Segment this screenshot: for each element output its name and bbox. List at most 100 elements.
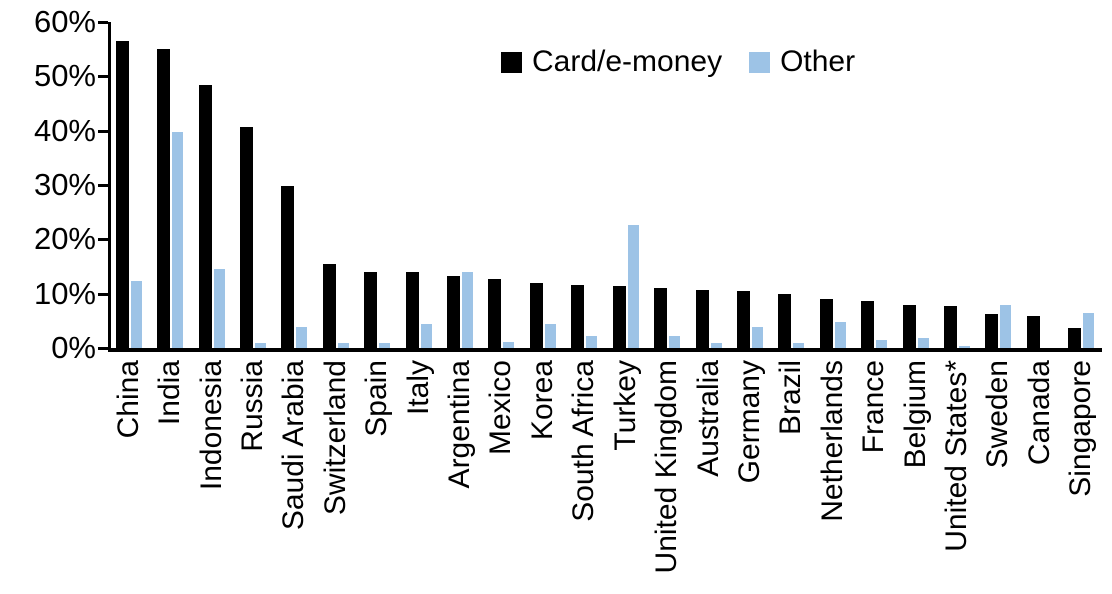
x-axis-category-label: United States* <box>940 360 974 592</box>
bar-card-emoney <box>281 186 295 348</box>
bar-card-emoney <box>488 279 502 348</box>
bar-group <box>564 22 605 348</box>
bar-other <box>420 324 432 348</box>
x-axis-category-label: Singapore <box>1064 360 1098 592</box>
x-axis-category-label: China <box>112 360 146 592</box>
bar-other <box>586 336 598 348</box>
x-axis-category-label: Sweden <box>981 360 1015 592</box>
bar-other <box>544 324 556 348</box>
bar-other <box>876 340 888 348</box>
x-axis-category-label-text: Korea <box>525 360 559 441</box>
bar-card-emoney <box>239 127 253 348</box>
bar-card-emoney <box>322 264 336 348</box>
x-axis-category-label: Belgium <box>899 360 933 592</box>
bar-card-emoney <box>695 290 709 348</box>
bar-group <box>729 22 770 348</box>
x-axis-category-label-text: Indonesia <box>194 360 228 491</box>
x-axis-category-label-text: Netherlands <box>815 360 849 522</box>
x-axis-category-label: Indonesia <box>195 360 229 592</box>
bar-group <box>1019 22 1060 348</box>
other-swatch-icon <box>749 51 771 73</box>
x-axis-category-label: Korea <box>526 360 560 592</box>
y-axis-tick-label: 30% <box>33 167 96 202</box>
x-axis-category-label-text: Russia <box>235 360 269 452</box>
bar-other <box>213 269 225 348</box>
bar-group <box>108 22 149 348</box>
y-axis-line <box>108 22 111 352</box>
legend-label-other: Other <box>780 45 856 78</box>
y-axis-tick-mark <box>98 21 108 24</box>
x-axis-category-label-text: Spain <box>360 360 394 437</box>
x-axis-category-label-text: Saudi Arabia <box>277 360 311 531</box>
bar-card-emoney <box>447 276 461 348</box>
x-axis-category-label: Spain <box>360 360 394 592</box>
bar-group <box>854 22 895 348</box>
x-axis-category-label-text: Turkey <box>608 360 642 451</box>
bar-card-emoney <box>115 41 129 348</box>
bar-other <box>503 342 515 348</box>
x-axis-category-label-text: Germany <box>732 360 766 484</box>
x-axis-category-label: Mexico <box>484 360 518 592</box>
legend-item-other: Other <box>749 46 855 78</box>
bar-card-emoney <box>902 305 916 348</box>
bar-card-emoney <box>405 272 419 348</box>
bar-card-emoney <box>985 314 999 348</box>
x-axis-category-label: South Africa <box>567 360 601 592</box>
legend-label-card-emoney: Card/e-money <box>532 45 723 78</box>
x-axis-category-label-text: Singapore <box>1064 360 1098 497</box>
y-axis-tick-label: 10% <box>33 275 96 311</box>
bar-card-emoney <box>198 85 212 348</box>
bar-group <box>357 22 398 348</box>
bar-other <box>710 343 722 348</box>
legend: Card/e-money Other <box>501 46 855 78</box>
bar-other <box>296 327 308 348</box>
bar-card-emoney <box>612 286 626 348</box>
legend-item-card-emoney: Card/e-money <box>501 46 722 78</box>
x-axis-category-label: Saudi Arabia <box>277 360 311 592</box>
bar-other <box>627 225 639 348</box>
bar-other <box>1083 313 1095 348</box>
x-axis-category-label-text: United Kingdom <box>650 360 684 574</box>
x-axis-category-label: Turkey <box>609 360 643 592</box>
x-axis-category-label: India <box>153 360 187 592</box>
bar-other <box>172 132 184 348</box>
bar-group <box>812 22 853 348</box>
y-axis-tick-mark <box>98 347 108 350</box>
x-axis-category-label: Germany <box>733 360 767 592</box>
bar-other <box>130 281 142 348</box>
bar-group <box>978 22 1019 348</box>
bar-group <box>398 22 439 348</box>
bar-card-emoney <box>364 272 378 348</box>
x-axis-category-label-text: India <box>153 360 187 426</box>
bar-other <box>379 343 391 348</box>
bar-other <box>834 322 846 348</box>
y-axis-tick-label: 40% <box>33 112 96 148</box>
bar-card-emoney <box>1026 316 1040 348</box>
bar-other <box>669 336 681 348</box>
bar-card-emoney <box>819 299 833 348</box>
bar-group <box>522 22 563 348</box>
bar-group <box>646 22 687 348</box>
x-axis-category-label-text: Australia <box>691 360 725 477</box>
x-axis-category-label-text: Mexico <box>484 360 518 456</box>
x-axis-category-label: United Kingdom <box>650 360 684 592</box>
bar-group <box>688 22 729 348</box>
bar-card-emoney <box>944 306 958 348</box>
bar-group <box>191 22 232 348</box>
bar-other <box>793 343 805 348</box>
x-axis-line <box>108 348 1102 352</box>
y-axis-tick-mark <box>98 292 108 296</box>
y-axis-tick-mark <box>98 238 108 242</box>
bar-other <box>1000 305 1012 348</box>
bar-card-emoney <box>157 49 171 348</box>
bar-group <box>481 22 522 348</box>
x-axis-category-label-text: China <box>111 360 145 439</box>
bar-card-emoney <box>1068 328 1082 348</box>
x-axis-category-label: Canada <box>1023 360 1057 592</box>
bar-group <box>605 22 646 348</box>
bar-card-emoney <box>736 291 750 348</box>
x-axis-category-label: Australia <box>692 360 726 592</box>
y-axis-tick-mark <box>98 184 108 187</box>
x-axis-category-label-text: Belgium <box>898 360 932 469</box>
